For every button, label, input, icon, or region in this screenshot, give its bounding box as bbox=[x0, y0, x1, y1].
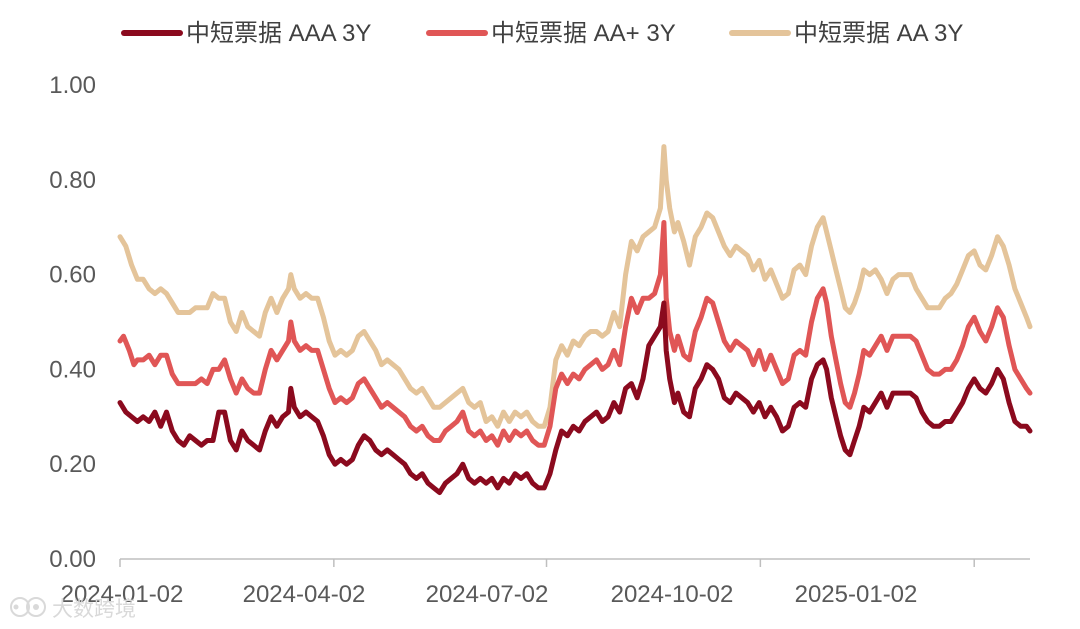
watermark: 大数跨境 bbox=[10, 597, 136, 621]
legend-label: 中短票据 AA+ 3Y bbox=[491, 20, 676, 47]
y-tick-label: 0.80 bbox=[49, 167, 96, 194]
x-tick-label: 2024-10-02 bbox=[611, 581, 734, 608]
watermark-text: 大数跨境 bbox=[52, 598, 136, 621]
series-line-1 bbox=[117, 300, 1033, 496]
y-tick-label: 1.00 bbox=[49, 72, 96, 99]
series-lines bbox=[117, 144, 1033, 496]
y-axis-tick-labels: 0.00 0.20 0.40 0.60 0.80 1.00 bbox=[49, 72, 96, 573]
x-tick-label: 2024-04-02 bbox=[243, 581, 366, 608]
y-tick-label: 0.00 bbox=[49, 546, 96, 573]
chart-legend: 中短票据 AAA 3Y 中短票据 AA+ 3Y 中短票据 AA 3Y bbox=[121, 20, 963, 47]
series-line-3 bbox=[117, 144, 1033, 429]
legend-label: 中短票据 AA 3Y bbox=[794, 20, 963, 47]
x-tick-label: 2025-01-02 bbox=[795, 581, 918, 608]
y-tick-label: 0.20 bbox=[49, 451, 96, 478]
x-tick-label: 2024-01-02 bbox=[61, 581, 184, 608]
y-tick-label: 0.40 bbox=[49, 356, 96, 383]
series-line-2 bbox=[117, 220, 1033, 448]
y-tick-label: 0.60 bbox=[49, 262, 96, 289]
x-tick-label: 2024-07-02 bbox=[426, 581, 549, 608]
legend-label: 中短票据 AAA 3Y bbox=[186, 20, 371, 47]
x-axis: 2024-01-02 2024-04-02 2024-07-02 2024-10-02… bbox=[61, 558, 1030, 608]
watermark-logo-icon bbox=[10, 597, 46, 617]
